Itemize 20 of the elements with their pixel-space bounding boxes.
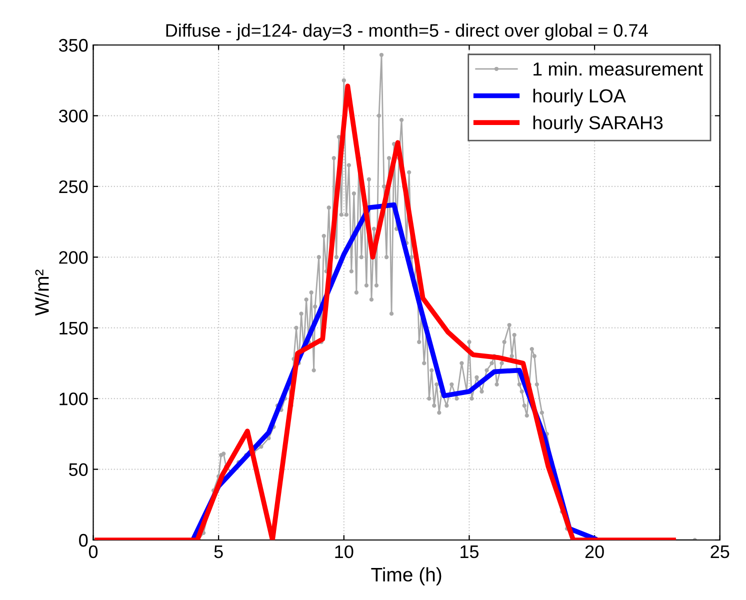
- y-tick-label: 100: [60, 392, 88, 406]
- y-tick-label: 150: [60, 322, 88, 335]
- x-tick-label: 15: [460, 546, 479, 558]
- legend-label: hourly LOA: [533, 88, 626, 106]
- chart-title: Diffuse - jd=124- day=3 - month=5 - direct over global = 0.74: [166, 24, 648, 40]
- legend-label: 1 min. measurement: [534, 62, 703, 76]
- x-tick-label: 25: [710, 545, 730, 558]
- y-tick-label: 200: [59, 251, 88, 264]
- y-tick-label: 50: [69, 463, 88, 476]
- y-tick-label: 250: [59, 180, 88, 194]
- y-tick-label: 350: [58, 38, 88, 52]
- legend-label: hourly SARAH3: [533, 116, 663, 134]
- x-tick-label: 0: [88, 545, 98, 558]
- y-axis-title: W/m²: [34, 270, 49, 316]
- x-tick-label: 5: [214, 546, 223, 558]
- y-tick-label: 300: [58, 110, 88, 122]
- x-axis-title: Time (h): [371, 567, 442, 586]
- x-tick-label: 10: [335, 545, 354, 558]
- y-tick-label: 0: [79, 534, 88, 547]
- x-tick-label: 20: [585, 545, 604, 558]
